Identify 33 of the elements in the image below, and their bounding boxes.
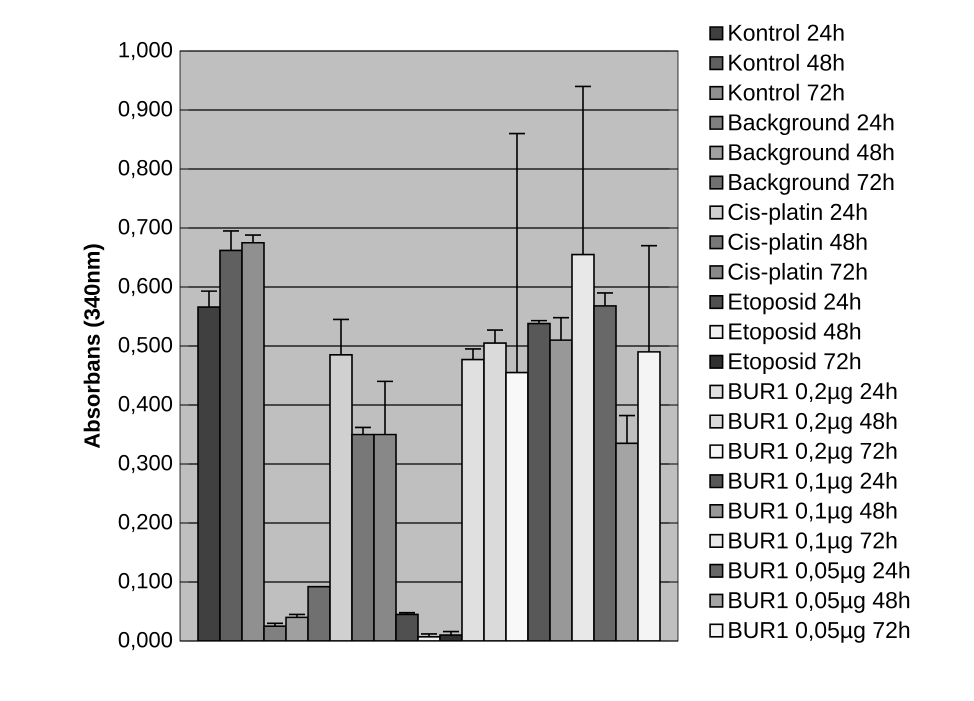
legend-label: BUR1 0,1µg 48h [729, 502, 896, 524]
legend-label: BUR1 0,05µg 48h [729, 591, 910, 613]
legend-label: Cis-platin 24h [728, 203, 866, 225]
legend-label: Background 24h [729, 114, 894, 136]
y-tick-label: 1,000 [120, 42, 172, 60]
y-tick-label: 0,700 [118, 218, 172, 238]
y-tick-label: 0,600 [118, 278, 172, 296]
y-tick-label: 0,000 [118, 632, 172, 650]
legend-label: Etoposid 48h [729, 322, 860, 344]
legend-label: BUR1 0,05µg 24h [729, 562, 910, 584]
legend-label: Etoposid 72h [729, 352, 860, 374]
legend-label: Kontrol 24h [729, 24, 844, 41]
legend-label: Cis-platin 72h [728, 262, 866, 284]
legend-label: Background 48h [729, 143, 894, 165]
legend-label: BUR1 0,2µg 72h [729, 442, 896, 464]
legend-label: BUR1 0,1µg 24h [729, 472, 896, 494]
legend-label: Kontrol 72h [729, 84, 844, 101]
y-tick-label: 0,200 [118, 514, 172, 532]
y-tick-label: 0,300 [118, 454, 172, 474]
y-axis-title: Absorbans (340nm) [84, 244, 104, 448]
legend-label: Background 72h [729, 173, 894, 195]
legend-label: BUR1 0,05µg 72h [729, 621, 910, 643]
y-tick-label: 0,100 [118, 572, 172, 592]
y-tick-label: 0,500 [118, 336, 172, 356]
legend-label: BUR1 0,2µg 24h [729, 382, 896, 404]
y-tick-label: 0,400 [118, 396, 172, 414]
legend-label: Kontrol 48h [729, 54, 844, 71]
legend-label: BUR1 0,2µg 48h [729, 412, 896, 434]
y-tick-label: 0,800 [118, 160, 172, 178]
legend-label: BUR1 0,1µg 72h [729, 532, 896, 554]
y-tick-label: 0,900 [118, 100, 172, 120]
legend-label: Etoposid 24h [729, 292, 860, 314]
legend-label: Cis-platin 48h [728, 233, 866, 254]
